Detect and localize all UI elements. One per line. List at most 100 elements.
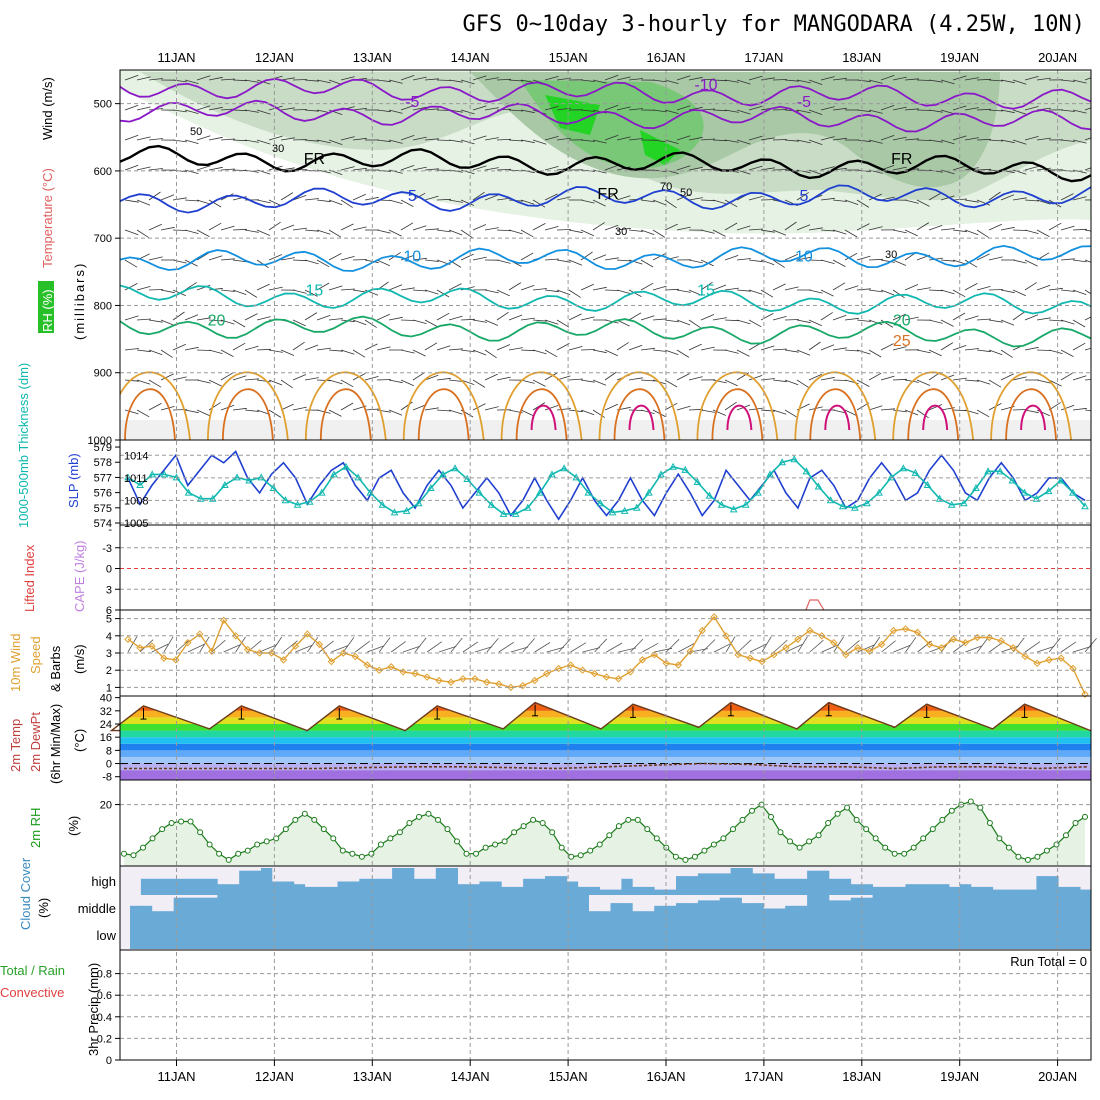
wind-barb	[880, 105, 895, 111]
wind-barb	[304, 139, 319, 142]
wind-barb	[856, 223, 870, 231]
wind-barb	[940, 319, 954, 327]
wind-barb	[580, 109, 595, 112]
cloud-bar-low	[130, 922, 142, 949]
wind-barb	[604, 74, 619, 81]
wind-barb	[460, 229, 473, 239]
thickness-marker	[875, 488, 883, 496]
run-total: Run Total = 0	[1010, 954, 1087, 969]
y-tick-label: 574	[94, 518, 112, 530]
cloud-bar-high	[938, 884, 950, 895]
wind-barb	[328, 253, 342, 261]
thickness-marker	[850, 503, 859, 511]
cloud-bar-middle	[1014, 895, 1026, 922]
cloud-bar-low	[796, 922, 808, 949]
wind-barb-10m	[618, 647, 637, 653]
wind-barb-10m	[809, 639, 824, 653]
wind-barb-10m	[403, 645, 421, 653]
wind-barb	[448, 348, 463, 351]
wind-barb	[616, 76, 631, 81]
cloud-bar-high	[654, 889, 666, 895]
wind-barb-10m	[510, 646, 529, 653]
isotherm-30	[907, 388, 960, 440]
thickness-marker	[136, 480, 144, 489]
wind-barb	[544, 106, 559, 111]
wind-barb	[220, 289, 235, 292]
wind-barb	[664, 379, 678, 388]
isotherm-25	[500, 371, 583, 440]
ylabel-rh-pct: (%)	[66, 816, 81, 836]
wind-barb-10m	[367, 645, 385, 653]
wind-barb	[856, 139, 871, 143]
wind-barb	[604, 134, 619, 141]
wind-barb	[904, 108, 919, 111]
wind-barb	[772, 229, 787, 236]
cloud-bar-low	[545, 922, 557, 949]
rh-marker	[149, 835, 156, 842]
wind-barb	[592, 286, 607, 291]
wind-barb	[1084, 137, 1091, 141]
cloud-bar-middle	[992, 895, 1004, 922]
wind-barb	[880, 289, 895, 296]
rh-marker	[891, 850, 898, 857]
wind-barb	[172, 139, 187, 143]
cloud-bar-middle	[217, 895, 229, 922]
thickness-marker	[1008, 476, 1017, 484]
thickness-marker	[390, 508, 399, 516]
rh-marker	[520, 823, 527, 830]
thickness-marker	[863, 499, 871, 507]
wind-barb	[1072, 375, 1087, 381]
wind-barb	[1000, 139, 1015, 144]
wind-barb-10m	[761, 636, 772, 653]
wind-barb	[448, 315, 463, 321]
wind-barb	[376, 259, 390, 267]
wind-barb	[520, 229, 534, 238]
wind-barb	[556, 408, 571, 411]
wind-barb	[1060, 79, 1075, 82]
wind-speed-marker	[279, 656, 288, 664]
wind-barb	[436, 198, 452, 201]
wind-barb	[700, 168, 716, 171]
y-tick-label: 40	[100, 693, 112, 705]
thickness-marker	[1044, 487, 1053, 495]
wind-barb	[1012, 229, 1028, 231]
wind-barb	[244, 409, 259, 412]
wind-barb	[460, 349, 475, 353]
wind-barb	[280, 349, 295, 356]
wind-barb	[976, 168, 992, 171]
wind-speed-marker	[746, 654, 754, 662]
wind-barb-10m	[821, 644, 839, 653]
wind-barb-10m	[1072, 646, 1091, 653]
wind-barb	[820, 289, 834, 297]
cloud-bar-high	[1047, 876, 1059, 895]
wind-barb	[628, 344, 643, 351]
wind-barb	[520, 139, 535, 144]
cloud-bar-middle	[949, 895, 961, 922]
rh-marker	[882, 844, 889, 851]
wind-barb	[664, 349, 679, 355]
wind-barb	[172, 229, 188, 231]
wind-barb	[928, 349, 942, 357]
wind-barb	[352, 319, 367, 326]
wind-barb	[1036, 409, 1050, 417]
isotherm-line	[119, 99, 1092, 133]
wind-barb-10m	[522, 638, 535, 653]
rh-marker	[435, 816, 441, 823]
temp-color-band	[120, 724, 1091, 731]
cloud-bar-low	[403, 922, 415, 949]
wind-barb	[352, 289, 367, 293]
wind-barb	[952, 345, 967, 351]
wind-barb	[700, 281, 713, 291]
wind-barb-10m	[773, 639, 788, 653]
y-tick-label: 0.6	[97, 990, 112, 1002]
rh-marker	[197, 829, 204, 836]
wind-barb	[736, 139, 751, 145]
wind-barb	[556, 137, 571, 141]
cloud-bar-middle	[686, 903, 699, 922]
cloud-bar-middle	[545, 895, 557, 922]
wind-barb	[1072, 228, 1088, 231]
wind-barb	[328, 199, 343, 206]
wind-barb	[712, 79, 728, 82]
wind-barb	[616, 342, 629, 351]
thickness-marker	[838, 502, 847, 510]
